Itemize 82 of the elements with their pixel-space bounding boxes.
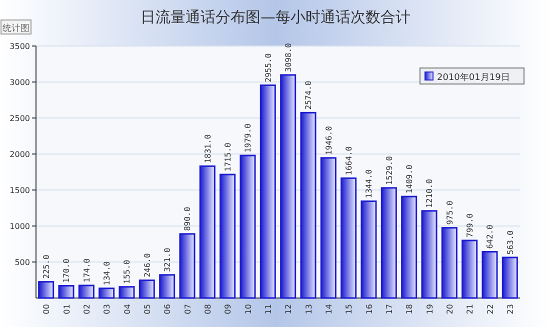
y-tick-label: 3500	[10, 42, 30, 51]
x-tick-label: 19	[425, 304, 434, 314]
x-tick-label: 22	[486, 304, 495, 314]
y-tick-label: 1500	[10, 186, 30, 195]
x-tick-label: 15	[344, 304, 354, 314]
data-label: 1529.0	[384, 156, 394, 185]
y-tick-label: 500	[14, 258, 30, 267]
x-tick-label: 08	[203, 304, 212, 314]
bar	[220, 174, 236, 299]
x-tick-label: 06	[163, 304, 172, 314]
data-label: 2955.0	[264, 53, 273, 82]
data-label: 1831.0	[203, 134, 212, 164]
bar	[159, 274, 176, 299]
x-tick-label: 16	[364, 304, 374, 314]
legend-label: 2010年01月19日	[437, 72, 510, 83]
x-tick-label: 12	[284, 304, 294, 314]
data-label: 170.0	[62, 258, 72, 283]
data-label: 1715.0	[224, 142, 233, 172]
bar	[98, 288, 115, 299]
x-tick-label: 11	[264, 304, 273, 314]
x-tick-label: 18	[405, 304, 414, 314]
bar	[401, 196, 418, 299]
text: 统计图	[2, 23, 30, 34]
x-tick-label: 14	[324, 304, 334, 314]
y-tick-label: 3000	[10, 78, 30, 87]
bar	[320, 157, 336, 299]
bar	[179, 233, 196, 299]
data-label: 155.0	[122, 260, 132, 284]
bar	[421, 210, 438, 299]
data-label: 1979.0	[244, 123, 253, 153]
y-tick-label: 1000	[10, 222, 30, 231]
data-label: 1210.0	[425, 178, 434, 208]
bar	[482, 251, 498, 299]
x-tick-label: 10	[244, 304, 253, 314]
data-label: 1344.0	[364, 169, 374, 198]
bar	[462, 240, 478, 299]
x-tick-label: 09	[224, 304, 233, 314]
data-label: 799.0	[466, 213, 475, 238]
bar	[360, 200, 377, 299]
bar	[78, 284, 94, 299]
bar	[340, 177, 357, 299]
bar	[380, 187, 397, 299]
data-label: 1664.0	[344, 146, 354, 176]
bar	[502, 256, 518, 299]
y-tick-label: 2500	[10, 114, 30, 123]
data-label: 1409.0	[405, 164, 414, 194]
chart-title: 日流量通话分布图—每小时通话次数合计	[140, 8, 410, 26]
x-tick-label: 20	[445, 304, 454, 314]
x-tick-label: 21	[466, 304, 475, 314]
x-tick-label: 13	[304, 304, 314, 314]
x-tick-label: 00	[42, 304, 52, 314]
data-label: 1946.0	[324, 126, 334, 155]
x-tick-label: 17	[384, 304, 394, 314]
bar	[199, 165, 216, 299]
data-label: 2574.0	[304, 80, 314, 110]
data-label: 890.0	[183, 206, 192, 231]
bar	[118, 286, 135, 299]
bar	[441, 227, 458, 299]
data-label: 134.0	[102, 261, 112, 286]
x-tick-label: 01	[62, 304, 72, 314]
x-tick-label: 05	[142, 304, 152, 314]
data-label: 225.0	[42, 254, 52, 279]
x-tick-label: 02	[82, 304, 92, 314]
data-label: 174.0	[82, 258, 92, 282]
data-label: 563.0	[506, 230, 515, 254]
data-label: 975.0	[445, 200, 454, 225]
bar	[38, 281, 54, 299]
bar	[280, 74, 296, 299]
data-label: 246.0	[142, 253, 152, 278]
bar	[138, 280, 155, 299]
x-tick-label: 03	[102, 304, 112, 314]
data-label: 642.0	[486, 224, 495, 249]
bar	[260, 84, 276, 299]
x-tick-label: 07	[183, 304, 192, 314]
data-label: 321.0	[163, 248, 172, 272]
bar	[58, 285, 74, 299]
y-tick-label: 2000	[10, 150, 30, 159]
bar	[240, 154, 256, 299]
bar	[300, 112, 316, 299]
x-tick-label: 23	[506, 304, 515, 314]
x-tick-label: 04	[122, 304, 132, 314]
data-label: 3098.0	[284, 42, 294, 72]
